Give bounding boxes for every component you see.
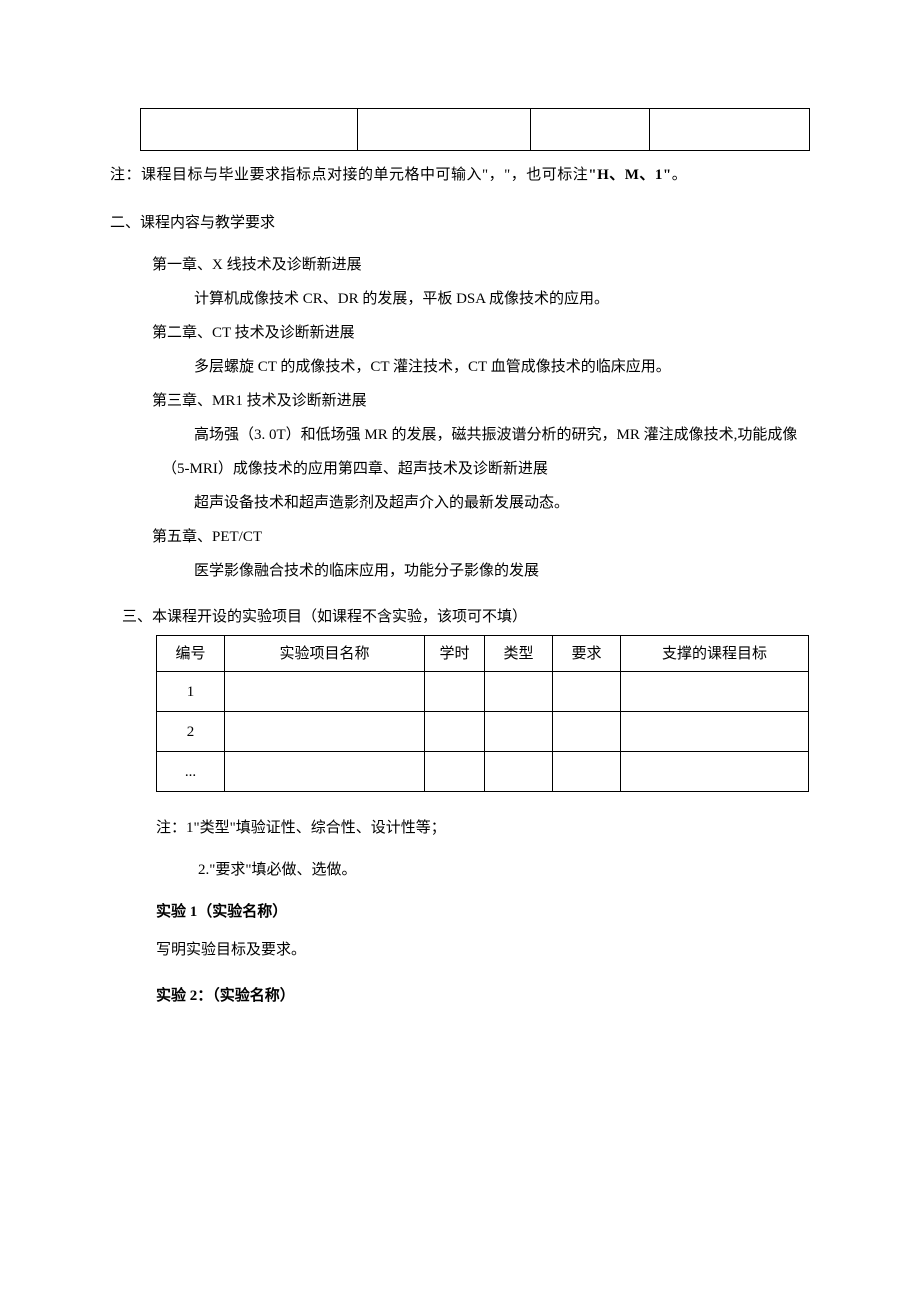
experiment-1-content: 写明实验目标及要求。: [156, 938, 810, 962]
table-row: 1: [157, 672, 809, 712]
top-table-cell: [358, 109, 531, 151]
chapter-5: 第五章、PET/CT 医学影像融合技术的临床应用，功能分子影像的发展: [152, 525, 810, 583]
table-row: ...: [157, 752, 809, 792]
chapter-3-content3: 超声设备技术和超声造影剂及超声介入的最新发展动态。: [194, 491, 810, 515]
chapter-5-content: 医学影像融合技术的临床应用，功能分子影像的发展: [194, 559, 810, 583]
td-number: 2: [157, 712, 225, 752]
chapter-3-content: 高场强（3. 0T）和低场强 MR 的发展，磁共振波谱分析的研究，MR 灌注成像…: [194, 423, 810, 447]
td-name: [225, 752, 425, 792]
th-name: 实验项目名称: [225, 636, 425, 672]
section2-heading: 二、课程内容与教学要求: [110, 211, 810, 235]
th-goal: 支撑的课程目标: [621, 636, 809, 672]
top-table-cell: [531, 109, 650, 151]
top-table-cell: [649, 109, 809, 151]
chapter-1-title: 第一章、X 线技术及诊断新进展: [152, 253, 810, 277]
td-type: [485, 672, 553, 712]
top-empty-table: [140, 108, 810, 151]
table-header-row: 编号 实验项目名称 学时 类型 要求 支撑的课程目标: [157, 636, 809, 672]
td-hours: [425, 752, 485, 792]
th-hours: 学时: [425, 636, 485, 672]
chapter-1-content: 计算机成像技术 CR、DR 的发展，平板 DSA 成像技术的应用。: [194, 287, 810, 311]
table-row: 2: [157, 712, 809, 752]
th-number: 编号: [157, 636, 225, 672]
chapter-2: 第二章、CT 技术及诊断新进展 多层螺旋 CT 的成像技术，CT 灌注技术，CT…: [152, 321, 810, 379]
td-name: [225, 672, 425, 712]
experiment-1-title: 实验 1（实验名称）: [156, 900, 810, 924]
chapter-3-content2: （5-MRI）成像技术的应用第四章、超声技术及诊断新进展: [162, 457, 810, 481]
td-goal: [621, 672, 809, 712]
note-prefix: 注：课程目标与毕业要求指标点对接的单元格中可输入"，"，也可标注: [110, 167, 588, 183]
td-number: 1: [157, 672, 225, 712]
section3-heading: 三、本课程开设的实验项目（如课程不含实验，该项可不填）: [122, 605, 810, 629]
td-hours: [425, 712, 485, 752]
chapter-2-title: 第二章、CT 技术及诊断新进展: [152, 321, 810, 345]
table-note-1: 注：1"类型"填验证性、综合性、设计性等；: [156, 816, 810, 840]
td-requirement: [553, 672, 621, 712]
td-requirement: [553, 752, 621, 792]
chapter-3: 第三章、MR1 技术及诊断新进展 高场强（3. 0T）和低场强 MR 的发展，磁…: [152, 389, 810, 515]
th-requirement: 要求: [553, 636, 621, 672]
experiment-2-title: 实验 2：（实验名称）: [156, 984, 810, 1008]
top-table-cell: [141, 109, 358, 151]
td-type: [485, 752, 553, 792]
note-suffix: 。: [672, 167, 688, 183]
td-hours: [425, 672, 485, 712]
note-line-1: 注：课程目标与毕业要求指标点对接的单元格中可输入"，"，也可标注"H、M、1"。: [110, 163, 810, 187]
note-bold: "H、M、1": [588, 167, 671, 183]
chapter-3-title: 第三章、MR1 技术及诊断新进展: [152, 389, 810, 413]
table-note-2: 2."要求"填必做、选做。: [198, 858, 810, 882]
td-number: ...: [157, 752, 225, 792]
td-goal: [621, 752, 809, 792]
chapter-5-title: 第五章、PET/CT: [152, 525, 810, 549]
th-type: 类型: [485, 636, 553, 672]
td-goal: [621, 712, 809, 752]
chapter-1: 第一章、X 线技术及诊断新进展 计算机成像技术 CR、DR 的发展，平板 DSA…: [152, 253, 810, 311]
td-requirement: [553, 712, 621, 752]
td-name: [225, 712, 425, 752]
chapter-2-content: 多层螺旋 CT 的成像技术，CT 灌注技术，CT 血管成像技术的临床应用。: [194, 355, 810, 379]
experiment-table: 编号 实验项目名称 学时 类型 要求 支撑的课程目标 1 2 ...: [156, 635, 809, 792]
td-type: [485, 712, 553, 752]
